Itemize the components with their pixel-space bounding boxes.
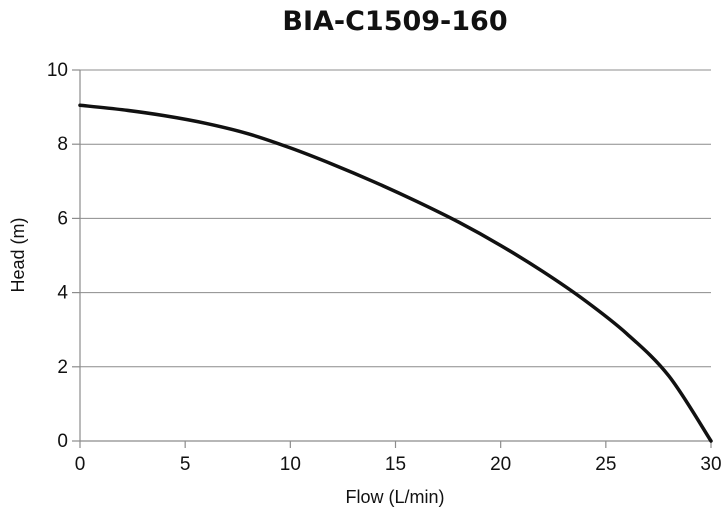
- x-tick-label: 30: [700, 454, 721, 475]
- x-tick-label: 15: [385, 454, 406, 475]
- y-axis-label: Head (m): [8, 217, 28, 292]
- x-tick-label: 5: [180, 454, 191, 475]
- series-line-0: [78, 103, 713, 443]
- x-tick-label: 10: [280, 454, 301, 475]
- x-tick-label: 0: [75, 454, 86, 475]
- y-tick-label: 8: [57, 134, 68, 155]
- chart-title: BIA-C1509-160: [282, 6, 507, 37]
- y-tick-label: 2: [57, 357, 68, 378]
- y-tick-labels: 0 2 4 6 8 10: [47, 60, 69, 452]
- y-tick-label: 4: [57, 283, 68, 304]
- y-tick-label: 10: [47, 60, 68, 81]
- gridlines: [80, 69, 711, 368]
- series-layer: [78, 103, 713, 443]
- x-axis-label: Flow (L/min): [345, 487, 444, 507]
- axes: [72, 69, 712, 448]
- x-tick-labels: 0 5 10 15 20 25 30: [75, 454, 722, 475]
- y-tick-label: 6: [57, 208, 68, 229]
- x-tick-label: 20: [490, 454, 511, 475]
- x-tick-label: 25: [595, 454, 616, 475]
- y-tick-label: 0: [57, 431, 68, 452]
